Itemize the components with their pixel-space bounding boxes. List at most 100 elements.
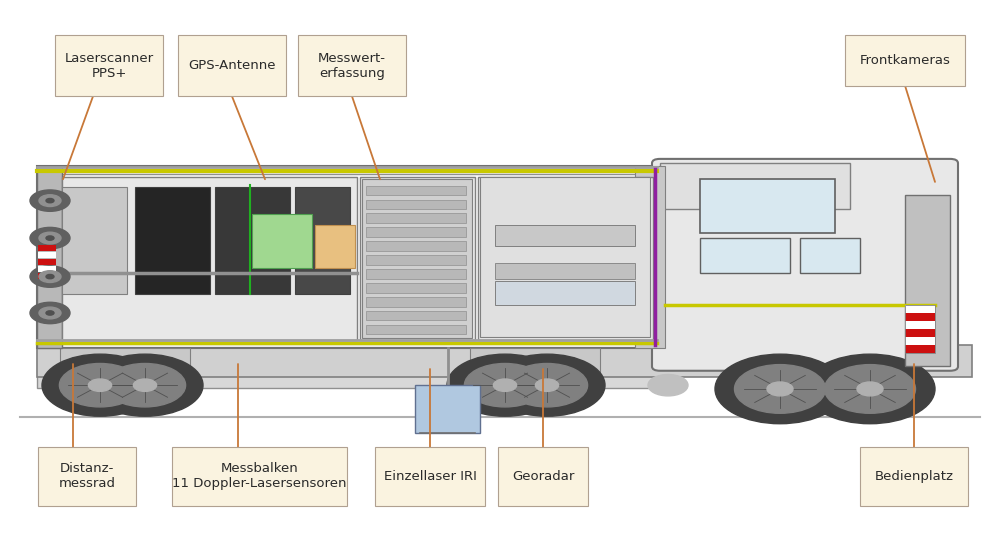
Bar [366, 186, 466, 195]
Bar [366, 255, 466, 265]
Bar [366, 283, 466, 293]
Bar [215, 187, 290, 294]
Bar [295, 187, 350, 294]
Bar [905, 305, 935, 353]
Circle shape [447, 354, 563, 416]
Circle shape [59, 363, 141, 407]
Circle shape [39, 195, 61, 207]
Circle shape [30, 227, 70, 249]
Bar [905, 345, 935, 353]
Bar [366, 200, 466, 209]
Bar [252, 214, 312, 268]
Bar [495, 281, 635, 305]
Bar [366, 297, 466, 307]
Bar [38, 252, 56, 258]
Bar [37, 348, 657, 388]
Circle shape [30, 302, 70, 324]
Circle shape [39, 307, 61, 319]
Circle shape [88, 379, 112, 392]
Circle shape [87, 354, 203, 416]
Circle shape [42, 354, 158, 416]
Bar [478, 177, 653, 340]
FancyBboxPatch shape [652, 159, 958, 371]
Bar [62, 177, 357, 340]
Circle shape [46, 274, 54, 279]
Circle shape [857, 382, 883, 396]
Bar [905, 337, 935, 345]
Bar [298, 35, 406, 96]
Circle shape [506, 363, 588, 407]
Bar [905, 321, 935, 329]
Circle shape [715, 354, 845, 424]
Circle shape [46, 311, 54, 315]
Bar [366, 241, 466, 251]
Circle shape [824, 365, 916, 413]
Text: Einzellaser IRI: Einzellaser IRI [384, 470, 476, 483]
Bar [178, 35, 286, 96]
Circle shape [39, 232, 61, 244]
Circle shape [648, 374, 688, 396]
Bar [55, 35, 163, 96]
Bar [315, 225, 355, 268]
Bar [38, 245, 56, 251]
Bar [635, 166, 665, 348]
Text: Messwert-
erfassung: Messwert- erfassung [318, 51, 386, 80]
Circle shape [133, 379, 157, 392]
Circle shape [493, 379, 517, 392]
Bar [905, 313, 935, 321]
Bar [905, 305, 935, 313]
Text: Bedienplatz: Bedienplatz [874, 470, 954, 483]
Circle shape [464, 363, 546, 407]
Bar [498, 447, 588, 506]
Bar [366, 213, 466, 223]
Circle shape [767, 382, 793, 396]
Bar [360, 177, 475, 340]
Circle shape [30, 266, 70, 287]
Bar [660, 163, 850, 209]
Circle shape [489, 354, 605, 416]
Circle shape [46, 198, 54, 203]
Bar [135, 187, 210, 294]
Bar [60, 348, 190, 383]
Bar [37, 345, 972, 377]
Bar [38, 266, 56, 272]
Bar [37, 166, 62, 348]
Text: Laserscanner
PPS+: Laserscanner PPS+ [64, 51, 154, 80]
Text: Messbalken
11 Doppler-Lasersensoren: Messbalken 11 Doppler-Lasersensoren [172, 462, 347, 490]
Bar [905, 195, 950, 366]
Bar [480, 177, 650, 337]
Bar [415, 385, 480, 433]
Circle shape [104, 363, 186, 407]
Bar [366, 325, 466, 334]
Bar [495, 225, 635, 246]
Bar [905, 329, 935, 337]
Bar [38, 447, 136, 506]
Circle shape [734, 365, 826, 413]
Bar [55, 174, 650, 342]
Bar [470, 348, 600, 383]
Bar [38, 259, 56, 265]
Circle shape [30, 190, 70, 211]
Circle shape [535, 379, 559, 392]
Bar [375, 447, 485, 506]
Bar [800, 238, 860, 273]
Bar [700, 238, 790, 273]
Bar [495, 263, 635, 279]
Bar [62, 187, 127, 294]
Text: Distanz-
messrad: Distanz- messrad [58, 462, 116, 490]
Bar [366, 227, 466, 237]
Bar [845, 35, 965, 86]
Circle shape [39, 271, 61, 282]
Bar [362, 179, 472, 338]
Bar [366, 311, 466, 320]
Bar [366, 269, 466, 279]
Text: Frontkameras: Frontkameras [860, 54, 950, 67]
Bar [37, 166, 657, 348]
Text: GPS-Antenne: GPS-Antenne [188, 59, 276, 72]
Bar [860, 447, 968, 506]
Circle shape [46, 236, 54, 240]
Bar [172, 447, 347, 506]
Bar [38, 273, 56, 279]
Bar [700, 179, 835, 233]
Circle shape [805, 354, 935, 424]
